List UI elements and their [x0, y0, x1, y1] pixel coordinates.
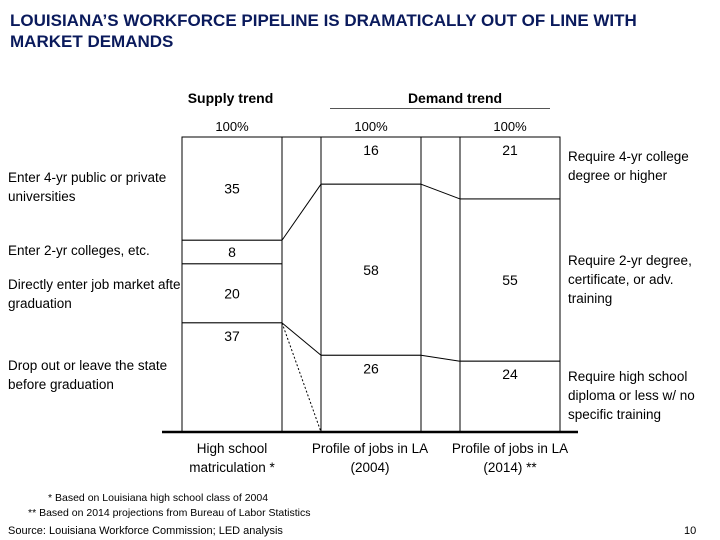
bar-segment	[320, 183, 422, 356]
demand-header-rule	[330, 108, 550, 109]
percent-total-label: 100%	[493, 119, 527, 134]
label-require-high-school: Require high school diploma or less w/ n…	[568, 369, 695, 422]
x-label-jobs-2004: Profile of jobs in LA (2004)	[311, 441, 429, 475]
bar-segment	[320, 354, 422, 433]
x-label-jobs-2014: Profile of jobs in LA (2014) **	[451, 441, 569, 475]
segment-value-label: 55	[502, 272, 518, 288]
bar-segment	[459, 198, 561, 362]
bar-segment	[459, 360, 561, 433]
connector-line	[281, 183, 322, 241]
page-title: LOUISIANA’S WORKFORCE PIPELINE IS DRAMAT…	[10, 11, 637, 51]
supply-trend-header: Supply trend	[187, 90, 274, 106]
x-label-high-school: High school matriculation *	[189, 441, 275, 475]
segment-value-label: 16	[363, 142, 379, 158]
connector-line	[420, 354, 461, 362]
label-2yr-colleges: Enter 2-yr colleges, etc.	[8, 243, 150, 258]
connector-line	[420, 183, 461, 200]
segment-value-label: 20	[224, 285, 240, 301]
percent-total-label: 100%	[354, 119, 388, 134]
segment-value-label: 8	[228, 244, 236, 260]
footnote-2: ** Based on 2014 projections from Bureau…	[28, 507, 311, 519]
bar-segment	[320, 136, 422, 185]
label-require-4yr: Require 4-yr college degree or higher	[568, 149, 689, 183]
label-require-2yr: Require 2-yr degree, certificate, or adv…	[568, 253, 692, 306]
segment-value-label: 24	[502, 366, 518, 382]
connector-line	[281, 322, 322, 356]
label-4yr-universities: Enter 4-yr public or private universitie…	[8, 170, 167, 204]
demand-trend-header: Demand trend	[407, 90, 503, 106]
segment-value-label: 35	[224, 181, 240, 197]
label-enter-job-market: Directly enter job market after graduati…	[8, 277, 186, 311]
source-note: Source: Louisiana Workforce Commission; …	[8, 525, 283, 537]
bar-segment	[181, 263, 283, 324]
bar-segment	[181, 322, 283, 433]
connector-line-dashed	[281, 322, 322, 433]
segment-value-label: 21	[502, 142, 518, 158]
segment-value-label: 58	[363, 262, 379, 278]
label-drop-out: Drop out or leave the state before gradu…	[8, 358, 168, 392]
bar-segment	[459, 136, 561, 200]
page-number: 10	[684, 525, 697, 537]
footnote-1: * Based on Louisiana high school class o…	[48, 492, 269, 504]
percent-total-label: 100%	[215, 119, 249, 134]
segment-value-label: 37	[224, 328, 240, 344]
segment-value-label: 26	[363, 360, 379, 376]
